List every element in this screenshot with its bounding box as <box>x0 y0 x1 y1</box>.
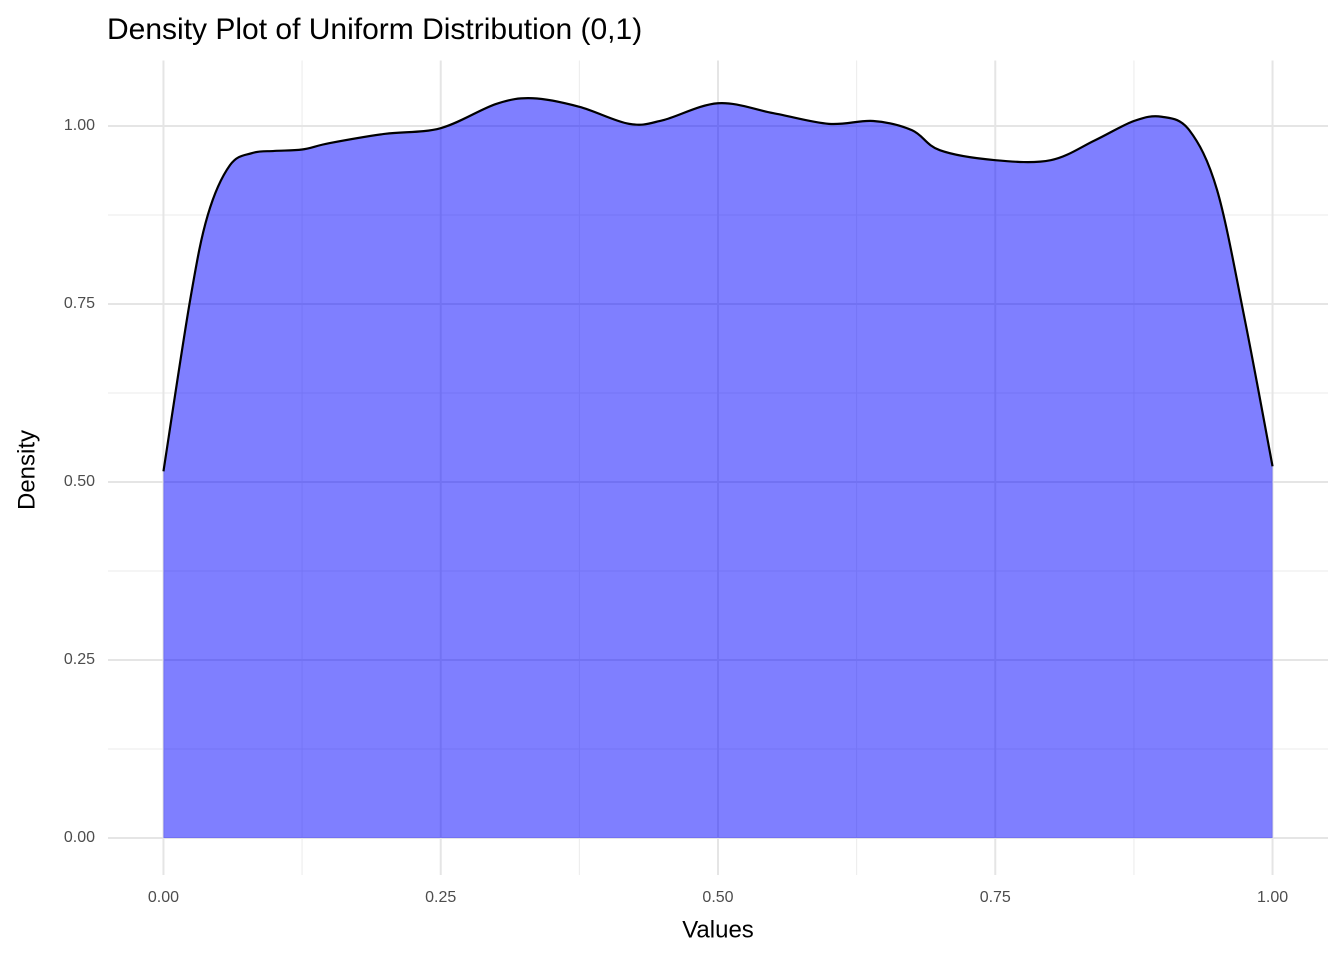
x-tick-label: 1.00 <box>1257 889 1288 906</box>
chart-title: Density Plot of Uniform Distribution (0,… <box>107 13 642 46</box>
x-axis-label: Values <box>682 916 754 943</box>
density-area <box>163 98 1273 838</box>
density-line <box>162 97 1274 472</box>
x-tick-label: 0.25 <box>425 889 456 906</box>
y-tick-label: 1.00 <box>64 117 95 134</box>
marks <box>162 97 1274 838</box>
x-tick-label: 0.75 <box>980 889 1011 906</box>
x-tick-label: 0.50 <box>702 889 733 906</box>
y-axis-label: Density <box>13 430 40 510</box>
x-tick-label: 0.00 <box>148 889 179 906</box>
y-tick-label: 0.00 <box>64 829 95 846</box>
y-tick-label: 0.50 <box>64 473 95 490</box>
y-tick-label: 0.75 <box>64 295 95 312</box>
y-tick-label: 0.25 <box>64 651 95 668</box>
